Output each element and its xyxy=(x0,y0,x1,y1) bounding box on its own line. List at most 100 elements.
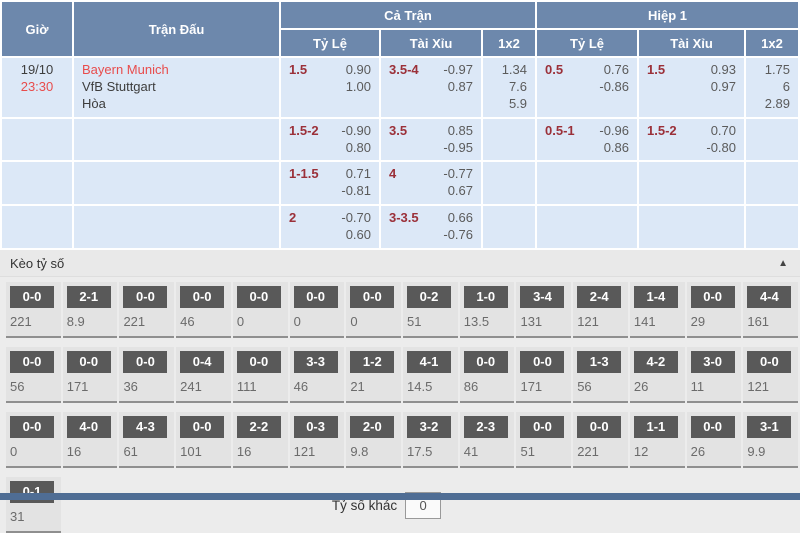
odds-value[interactable]: -0.80 xyxy=(706,139,737,155)
score-button[interactable]: 4-0 xyxy=(66,416,111,439)
odds-value[interactable]: -0.97 xyxy=(443,62,473,77)
score-button[interactable]: 0-0 xyxy=(123,286,168,309)
odds-value[interactable]: 0.67 xyxy=(447,183,473,199)
score-button[interactable]: 0-0 xyxy=(180,416,225,439)
collapse-icon[interactable]: ▲ xyxy=(778,258,788,270)
score-button[interactable]: 3-1 xyxy=(747,416,792,439)
score-cell: 0-0 0 xyxy=(289,282,345,339)
score-button[interactable]: 1-4 xyxy=(633,286,678,309)
odds-cell-ft-handicap: 2 -0.70 0.60 xyxy=(281,206,379,249)
odds-value[interactable]: 0.87 xyxy=(447,78,473,94)
score-button[interactable]: 2-2 xyxy=(236,416,281,439)
score-button[interactable]: 4-1 xyxy=(407,351,452,374)
odds-value[interactable]: 0.80 xyxy=(345,139,371,155)
score-button[interactable]: 2-0 xyxy=(350,416,395,439)
score-button[interactable]: 0-0 xyxy=(690,416,735,439)
odds-cell-ft-overunder: 4 -0.77 0.67 xyxy=(381,162,481,205)
odds-value[interactable]: 0.66 xyxy=(447,210,473,226)
score-button[interactable]: 3-3 xyxy=(293,351,338,374)
score-button[interactable]: 2-4 xyxy=(577,286,622,309)
score-button[interactable]: 0-0 xyxy=(463,351,508,374)
odds-cell-h1-handicap: 0.5 0.76 -0.86 xyxy=(537,58,638,117)
odds-value[interactable]: 0.90 xyxy=(345,62,371,77)
score-odds: 16 xyxy=(236,444,252,460)
odds-value[interactable]: 0.60 xyxy=(345,227,371,243)
odds-value[interactable]: 0.76 xyxy=(603,62,630,77)
score-button[interactable]: 0-0 xyxy=(350,286,395,309)
score-button[interactable]: 3-4 xyxy=(520,286,565,309)
odds-value[interactable]: 0.86 xyxy=(603,139,630,155)
score-button[interactable]: 1-2 xyxy=(350,351,395,374)
group-header-full-match: Cả Trận xyxy=(281,2,536,28)
score-cell: 4-4 161 xyxy=(743,282,799,339)
score-odds: 41 xyxy=(463,444,479,460)
odds-value[interactable]: -0.95 xyxy=(443,139,473,155)
score-button[interactable]: 0-0 xyxy=(10,351,54,374)
odds-value[interactable]: 0.71 xyxy=(345,166,371,182)
odds-value[interactable]: 1.00 xyxy=(345,78,371,94)
odds-value[interactable]: -0.77 xyxy=(443,166,473,182)
score-cell: 0-0 56 xyxy=(6,347,61,404)
score-button[interactable]: 0-0 xyxy=(66,351,111,374)
score-cell: 0-0 51 xyxy=(516,412,572,469)
score-button[interactable]: 3-2 xyxy=(407,416,452,439)
score-button[interactable]: 2-3 xyxy=(463,416,508,439)
odds-value[interactable]: 6 xyxy=(782,78,791,94)
odds-value[interactable]: 5.9 xyxy=(508,95,528,111)
odds-value[interactable]: 1.34 xyxy=(501,62,528,77)
score-section-header[interactable]: Kèo tỷ số ▲ xyxy=(0,250,800,278)
odds-value[interactable]: 1.75 xyxy=(764,62,791,77)
odds-value[interactable]: -0.70 xyxy=(341,210,371,226)
score-button[interactable]: 0-0 xyxy=(690,286,735,309)
score-button[interactable]: 3-0 xyxy=(690,351,735,374)
empty-cell xyxy=(483,118,536,161)
odds-value[interactable]: 2.89 xyxy=(764,95,791,111)
score-button[interactable]: 1-1 xyxy=(633,416,678,439)
score-button[interactable]: 0-0 xyxy=(123,351,168,374)
score-button[interactable]: 4-3 xyxy=(123,416,168,439)
score-button[interactable]: 0-0 xyxy=(577,416,622,439)
odds-value[interactable]: -0.86 xyxy=(599,78,630,94)
score-button[interactable]: 0-0 xyxy=(747,351,792,374)
score-button[interactable]: 4-2 xyxy=(633,351,678,374)
score-button[interactable]: 0-0 xyxy=(236,286,281,309)
score-button[interactable]: 2-1 xyxy=(66,286,111,309)
score-odds: 9.9 xyxy=(747,444,766,460)
away-team[interactable]: VfB Stuttgart xyxy=(82,78,156,94)
score-odds: 221 xyxy=(123,314,146,330)
score-cell: 0-3 121 xyxy=(289,412,345,469)
odds-value[interactable]: 0.97 xyxy=(710,78,737,94)
score-button[interactable]: 0-2 xyxy=(407,286,452,309)
odds-value[interactable]: 0.93 xyxy=(710,62,737,77)
score-button[interactable]: 0-0 xyxy=(10,286,54,309)
odds-value[interactable]: 0.70 xyxy=(710,122,737,138)
score-odds: 121 xyxy=(293,444,316,460)
score-cell: 0-0 0 xyxy=(346,282,402,339)
score-cell: 1-4 141 xyxy=(629,282,685,339)
score-button[interactable]: 0-0 xyxy=(520,351,565,374)
score-button[interactable]: 0-0 xyxy=(293,286,338,309)
score-button[interactable]: 0-4 xyxy=(180,351,225,374)
odds-value[interactable]: -0.90 xyxy=(341,122,371,138)
odds-value[interactable]: 7.6 xyxy=(508,78,528,94)
draw-label[interactable]: Hòa xyxy=(82,95,106,111)
odds-cell-ft-handicap: 1-1.5 0.71 -0.81 xyxy=(281,162,379,205)
odds-value[interactable]: 0.85 xyxy=(447,122,473,138)
score-button[interactable]: 4-4 xyxy=(747,286,792,309)
score-button[interactable]: 0-0 xyxy=(236,351,281,374)
overunder-line: 3.5 xyxy=(389,122,408,138)
score-odds: 16 xyxy=(66,444,82,460)
score-button[interactable]: 0-0 xyxy=(180,286,225,309)
score-cell: 0-0 29 xyxy=(686,282,742,339)
home-team[interactable]: Bayern Munich xyxy=(82,62,169,77)
score-cell: 4-2 26 xyxy=(629,347,685,404)
odds-value[interactable]: -0.81 xyxy=(341,183,371,199)
score-button[interactable]: 0-0 xyxy=(520,416,565,439)
odds-value[interactable]: -0.96 xyxy=(599,122,630,138)
score-button[interactable]: 0-3 xyxy=(293,416,338,439)
score-button[interactable]: 1-3 xyxy=(577,351,622,374)
score-button[interactable]: 1-0 xyxy=(463,286,508,309)
odds-value[interactable]: -0.76 xyxy=(443,227,473,243)
score-odds: 0 xyxy=(10,444,18,460)
score-button[interactable]: 0-0 xyxy=(10,416,54,439)
